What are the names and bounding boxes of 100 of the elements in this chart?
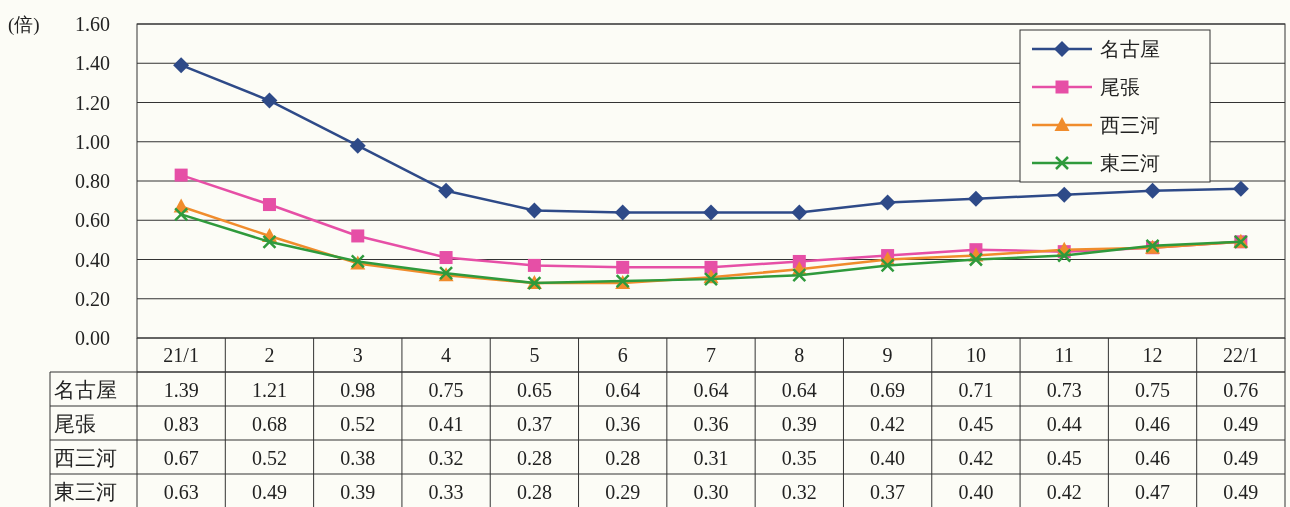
data-label: 0.41 [428,413,464,435]
point [173,207,189,222]
x-tick-label: 11 [1054,344,1074,366]
data-label: 0.42 [870,413,906,435]
point [614,204,631,221]
y-tick-label: 0.80 [75,170,110,192]
x-tick-label: 3 [352,344,363,366]
y-tick-label: 1.00 [75,130,110,153]
legend-label: 名古屋 [1100,38,1160,60]
text: 西三河 [54,446,117,470]
text: 名古屋 [54,378,117,402]
data-label: 0.31 [693,447,729,469]
x-tick-label: 10 [965,344,986,366]
data-label: 0.64 [605,379,641,401]
point [438,182,455,199]
x-tick-label: 4 [441,344,452,366]
y-tick-label: 1.40 [75,52,110,75]
point [616,260,630,274]
point [1144,182,1161,199]
point [439,251,453,265]
data-label: 0.49 [1223,413,1259,435]
data-label: 1.21 [251,379,287,401]
data-label: 0.46 [1135,447,1171,469]
point [792,267,807,283]
legend-label: 西三河 [1100,114,1160,136]
data-label: 0.42 [958,447,994,469]
data-label: 0.67 [163,447,199,469]
data-label: 0.30 [693,481,729,503]
point [262,198,276,212]
point [173,57,190,74]
data-label: 0.28 [605,447,641,469]
data-label: 0.39 [340,481,376,503]
data-label: 0.49 [251,481,287,503]
data-label: 0.64 [781,379,817,401]
y-tick-label: 0.20 [75,287,110,310]
y-tick-label: 0.60 [75,209,110,232]
y-tick-label: 0.40 [75,248,110,271]
data-label: 0.38 [340,447,376,469]
data-label: 0.45 [1046,447,1082,469]
point [351,229,365,243]
point [968,252,984,267]
data-label: 0.33 [428,481,464,503]
data-label: 0.63 [163,481,199,503]
text: 尾張 [54,412,96,436]
point [262,234,277,250]
data-label: 0.75 [1135,379,1171,401]
point [879,194,896,211]
x-tick-label: 5 [529,344,540,366]
data-label: 0.65 [516,379,552,401]
data-label: 0.44 [1046,413,1082,435]
point [703,204,719,221]
data-label: 0.35 [781,447,817,469]
data-label: 0.49 [1223,447,1259,469]
point [967,190,984,207]
data-label: 0.46 [1135,413,1171,435]
data-label: 0.73 [1046,379,1082,401]
data-label: 0.64 [693,379,729,401]
y-axis-title: (倍) [8,14,40,36]
data-label: 0.29 [605,481,641,503]
data-label: 0.40 [870,447,906,469]
y-tick-label: 0.00 [75,327,110,349]
data-label: 0.39 [781,413,817,435]
point [704,260,718,274]
point [527,258,541,272]
data-label: 0.32 [428,447,464,469]
data-label: 0.45 [958,413,994,435]
data-label: 1.39 [163,379,199,401]
data-label: 0.36 [693,413,729,435]
x-tick-label: 8 [794,344,805,366]
data-label: 0.37 [870,481,906,503]
data-label: 0.76 [1223,379,1259,401]
data-label: 0.71 [958,379,994,401]
data-label: 0.52 [340,413,376,435]
data-label: 0.40 [958,481,994,503]
data-label: 0.52 [251,447,287,469]
data-label: 0.32 [781,481,817,503]
data-label: 0.98 [340,379,376,401]
data-label: 0.37 [516,413,552,435]
data-label: 0.47 [1135,481,1171,503]
data-label: 0.75 [428,379,464,401]
point [791,204,808,221]
x-tick-label: 6 [617,344,628,366]
legend-label: 東三河 [1100,152,1160,174]
data-label: 0.68 [251,413,287,435]
point [1232,180,1249,197]
x-tick-label: 2 [264,344,275,366]
point [1056,186,1073,203]
data-label: 0.42 [1046,481,1082,503]
point [349,137,366,154]
x-tick-label: 9 [882,344,893,366]
data-label: 0.28 [516,447,552,469]
point [261,92,278,109]
x-tick-label: 12 [1142,344,1163,366]
x-tick-label: 21/1 [163,344,199,366]
point [174,168,188,182]
x-tick-label: 22/1 [1223,344,1259,366]
data-label: 0.28 [516,481,552,503]
y-tick-label: 1.20 [75,91,110,114]
x-tick-label: 7 [706,344,716,366]
point [880,258,895,273]
